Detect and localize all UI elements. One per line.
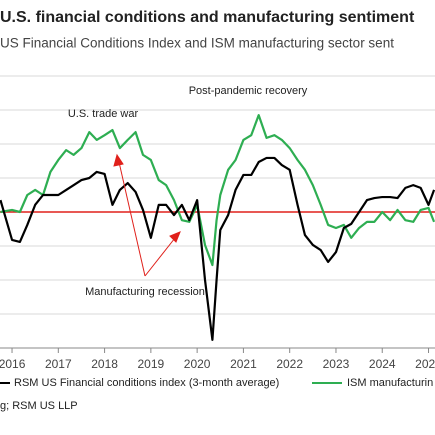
x-tick-label: 2024: [369, 357, 396, 371]
annotation: Manufacturing recession: [85, 286, 205, 298]
arrowhead: [169, 231, 181, 243]
x-tick-label: 2022: [276, 357, 303, 371]
x-tick-label: 2020: [184, 357, 211, 371]
arrowhead: [113, 153, 124, 167]
annotation-arrows: [113, 153, 181, 277]
arrow-line: [118, 161, 146, 277]
x-tick-label: 2025: [415, 357, 435, 371]
chart-title: U.S. financial conditions and manufactur…: [0, 9, 415, 26]
legend-label: ISM manufacturin: [347, 377, 433, 389]
series-line: [0, 114, 435, 267]
annotation: U.S. trade war: [68, 108, 139, 120]
series-line: [0, 156, 435, 341]
arrow-line: [144, 237, 176, 277]
plot-area: 2016 2017 2018 2019 2020 2021 2022 2023 2024 2025: [0, 75, 435, 371]
chart-subtitle: US Financial Conditions Index and ISM ma…: [0, 36, 394, 51]
x-tick-label: 2017: [45, 357, 72, 371]
legend-label: RSM US Financial conditions index (3-mon…: [14, 377, 279, 389]
x-tick-label: 2019: [138, 357, 165, 371]
x-tick-label: 2021: [230, 357, 257, 371]
x-tick-label: 2023: [323, 357, 350, 371]
x-tick-label: 2016: [0, 357, 26, 371]
source: g; RSM US LLP: [0, 400, 78, 412]
annotation: Post-pandemic recovery: [189, 85, 308, 97]
x-tick-label: 2018: [91, 357, 118, 371]
